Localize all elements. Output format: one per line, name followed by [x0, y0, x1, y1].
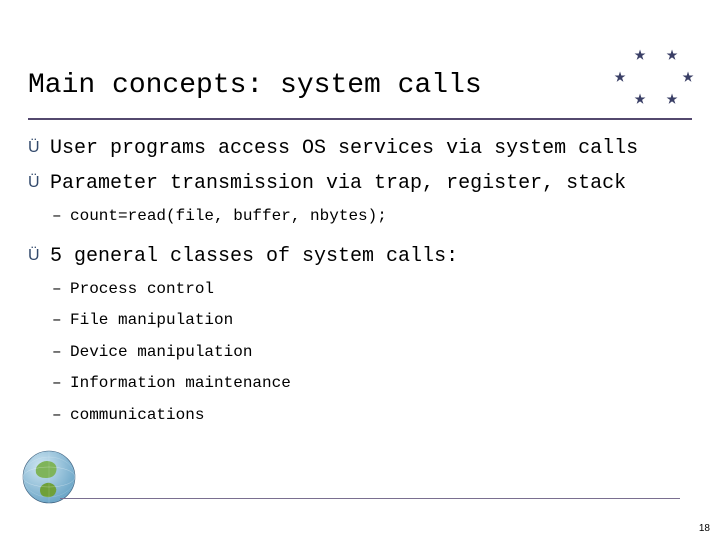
dash-icon: –: [52, 340, 62, 366]
bullet-text: User programs access OS services via sys…: [50, 137, 638, 160]
dash-icon: –: [52, 308, 62, 334]
bullet-text: Parameter transmission via trap, registe…: [50, 172, 626, 195]
arrow-icon: Ü: [28, 244, 40, 267]
dash-icon: –: [52, 403, 62, 429]
star-ring: ★ ★ ★ ★ ★ ★: [604, 46, 702, 124]
subbullet-text: count=read(file, buffer, nbytes);: [70, 207, 387, 225]
slide: ★ ★ ★ ★ ★ ★ Main concepts: system calls …: [0, 0, 720, 540]
footer-rule: [60, 498, 680, 499]
subbullet-3-2: – File manipulation: [52, 308, 692, 334]
star-icon: ★: [682, 68, 694, 88]
star-icon: ★: [666, 46, 678, 66]
subbullet-3-5: – communications: [52, 403, 692, 429]
star-icon: ★: [614, 68, 626, 88]
bullet-text: 5 general classes of system calls:: [50, 245, 458, 268]
star-icon: ★: [666, 90, 678, 110]
dash-icon: –: [52, 371, 62, 397]
subbullet-text: Information maintenance: [70, 374, 291, 392]
bullet-2: Ü Parameter transmission via trap, regis…: [28, 169, 692, 198]
subbullet-3-1: – Process control: [52, 277, 692, 303]
page-number: 18: [699, 523, 710, 534]
dash-icon: –: [52, 204, 62, 230]
slide-title: Main concepts: system calls: [28, 70, 482, 101]
subbullet-text: Process control: [70, 280, 214, 298]
star-icon: ★: [634, 90, 646, 110]
dash-icon: –: [52, 277, 62, 303]
arrow-icon: Ü: [28, 136, 40, 159]
subbullet-2-1: – count=read(file, buffer, nbytes);: [52, 204, 692, 230]
slide-body: Ü User programs access OS services via s…: [28, 134, 692, 435]
subbullet-3-4: – Information maintenance: [52, 371, 692, 397]
title-rule: [28, 118, 692, 120]
bullet-3: Ü 5 general classes of system calls:: [28, 242, 692, 271]
subbullet-text: File manipulation: [70, 311, 233, 329]
subbullet-3-3: – Device manipulation: [52, 340, 692, 366]
bullet-1: Ü User programs access OS services via s…: [28, 134, 692, 163]
star-icon: ★: [634, 46, 646, 66]
globe-icon: [22, 450, 76, 504]
arrow-icon: Ü: [28, 171, 40, 194]
subbullet-text: communications: [70, 406, 204, 424]
subbullet-text: Device manipulation: [70, 343, 252, 361]
